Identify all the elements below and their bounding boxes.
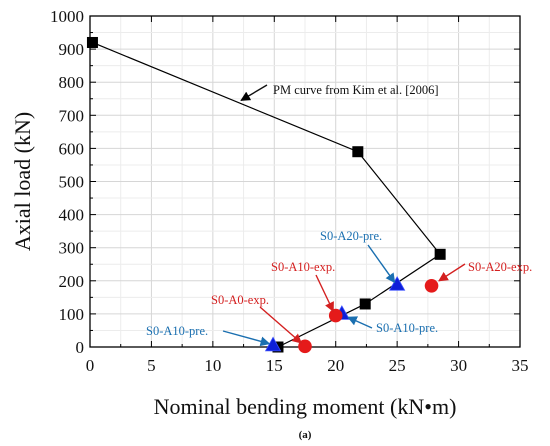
annotation-label: S0-A10-pre.	[376, 321, 438, 335]
x-axis-title: Nominal bending moment (kN•m)	[154, 394, 457, 419]
square-marker	[352, 146, 364, 158]
series-layer	[86, 36, 446, 354]
x-tick-label: 30	[450, 356, 467, 375]
x-tick-label: 0	[86, 356, 95, 375]
y-axis-title: Axial load (kN)	[10, 112, 35, 251]
annotation-arrow	[240, 84, 268, 102]
square-marker	[434, 248, 446, 260]
y-tick-label: 1000	[50, 7, 84, 26]
x-tick-label: 15	[266, 356, 283, 375]
axes: 0 5 10 15 20 25 30 35 0 100 200 300 400 500 600 700 800 9…	[50, 7, 529, 375]
square-marker	[86, 36, 98, 48]
x-tick-label: 35	[512, 356, 529, 375]
annotation-arrow	[222, 330, 271, 347]
y-tick-label: 800	[59, 73, 85, 92]
annotation-arrow	[367, 244, 396, 284]
y-tick-label: 600	[59, 139, 85, 158]
y-tick-label: 200	[59, 272, 85, 291]
annotation-arrow	[438, 263, 466, 282]
annotation-arrow	[315, 274, 334, 313]
grid-lines	[90, 16, 520, 347]
annotation-label: S0-A0-exp.	[211, 293, 269, 307]
annotation-arrow	[347, 316, 373, 329]
square-marker	[359, 298, 371, 310]
circle-marker	[424, 278, 439, 293]
x-tick-label: 10	[204, 356, 221, 375]
x-tick-label: 25	[389, 356, 406, 375]
x-tick-label: 20	[327, 356, 344, 375]
y-tick-label: 0	[76, 338, 85, 357]
annotation-label: S0-A20-exp.	[468, 260, 532, 274]
y-tick-label: 400	[59, 206, 85, 225]
circle-marker	[328, 308, 343, 323]
figure-caption: (a)	[299, 429, 312, 441]
annotation-label: S0-A10-exp.	[271, 260, 335, 274]
annotation-label: S0-A20-pre.	[320, 229, 382, 243]
annotation-arrow	[259, 306, 303, 344]
y-tick-label: 100	[59, 305, 85, 324]
x-tick-label: 5	[147, 356, 156, 375]
annotations: PM curve from Kim et al. [2006] S0-A20-pr…	[146, 83, 532, 347]
y-tick-label: 500	[59, 173, 85, 192]
triangle-marker	[388, 275, 406, 291]
y-tick-label: 900	[59, 40, 85, 59]
y-tick-label: 300	[59, 239, 85, 258]
annotation-label: S0-A10-pre.	[146, 324, 208, 338]
annotation-label: PM curve from Kim et al. [2006]	[273, 83, 439, 97]
y-tick-label: 700	[59, 106, 85, 125]
